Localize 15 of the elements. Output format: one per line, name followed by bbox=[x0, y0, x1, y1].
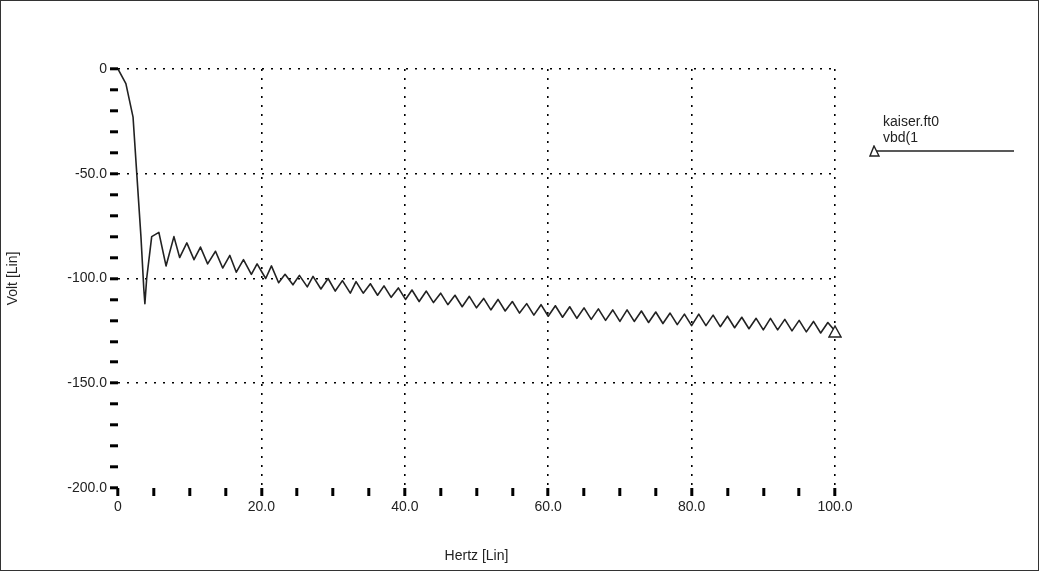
x-tick-label: 60.0 bbox=[534, 498, 563, 515]
x-tick-label: 20.0 bbox=[247, 498, 276, 515]
legend-title: kaiser.ft0 bbox=[883, 113, 941, 129]
y-tick-label: -50.0 bbox=[75, 164, 108, 181]
y-tick-label: -150.0 bbox=[67, 374, 108, 391]
y-axis-title: Volt [Lin] bbox=[4, 251, 21, 306]
x-tick-label: 80.0 bbox=[677, 498, 706, 515]
x-axis-title: Hertz [Lin] bbox=[444, 547, 509, 564]
x-tick-label: 0 bbox=[114, 498, 123, 515]
y-tick-label: -200.0 bbox=[67, 478, 108, 495]
x-tick-label: 100.0 bbox=[817, 498, 853, 515]
x-tick-label: 40.0 bbox=[391, 498, 419, 515]
y-tick-label: 0 bbox=[99, 59, 108, 76]
text: vbd(1 bbox=[883, 129, 920, 145]
y-tick-label: -100.0 bbox=[67, 269, 108, 286]
